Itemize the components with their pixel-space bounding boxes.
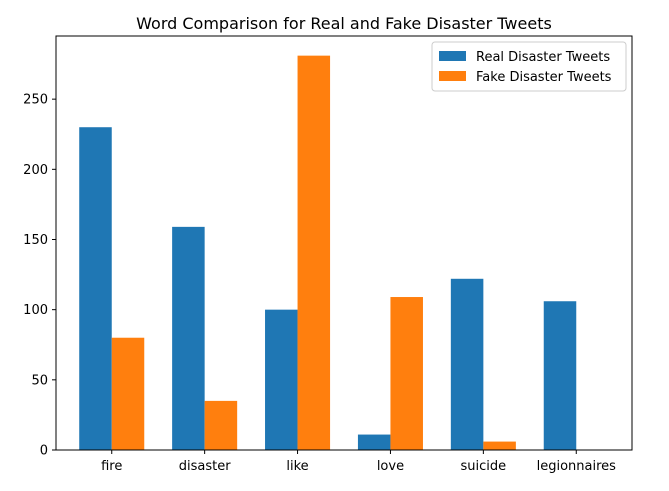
y-tick-label: 250 [23, 93, 48, 108]
legend-swatch [439, 71, 466, 81]
x-tick-label: fire [101, 459, 122, 474]
x-axis-ticks: fire disaster like love suicide legionnaires [101, 450, 616, 474]
legend-box [431, 41, 627, 92]
y-tick-label: 200 [23, 163, 48, 178]
legend-label: Real Disaster Tweets [476, 50, 610, 65]
bar-fake-disaster [204, 400, 238, 450]
x-tick-label: disaster [179, 459, 231, 474]
y-tick-label: 50 [31, 373, 48, 388]
bar-real-suicide [450, 278, 484, 450]
plot-frame [55, 35, 633, 451]
chart-title: Word Comparison for Real and Fake Disast… [136, 14, 552, 33]
bar-real-disaster [172, 226, 205, 450]
x-tick-label: legionnaires [537, 459, 617, 474]
bar-fake-suicide [483, 441, 516, 450]
bars [79, 55, 577, 450]
legend: Real Disaster Tweets Fake Disaster Tweets [431, 41, 627, 92]
bar-fake-like [297, 55, 331, 450]
legend-swatch [439, 51, 466, 61]
bar-fake-fire [111, 337, 145, 450]
bar-real-like [265, 309, 298, 450]
bar-real-legionnaires [543, 301, 577, 450]
x-tick-label: love [377, 459, 404, 474]
y-axis-ticks: 0 50 100 150 200 250 [23, 93, 56, 459]
y-tick-label: 0 [40, 444, 48, 459]
x-tick-label: suicide [461, 459, 507, 474]
legend-label: Fake Disaster Tweets [476, 70, 612, 85]
y-tick-label: 100 [23, 303, 48, 318]
bar-fake-love [390, 297, 423, 450]
bar-real-fire [79, 127, 112, 450]
x-tick-label: like [286, 459, 308, 474]
bar-real-love [357, 434, 391, 450]
y-tick-label: 150 [23, 233, 48, 248]
